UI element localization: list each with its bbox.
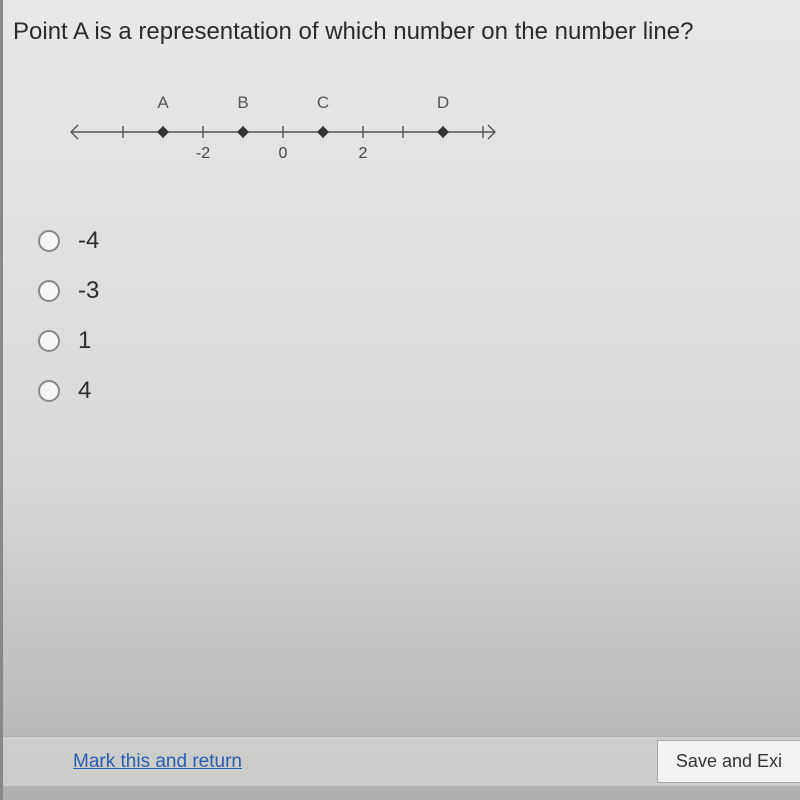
option-label: -3 <box>78 277 99 305</box>
radio-icon <box>38 330 60 352</box>
radio-icon <box>38 230 60 252</box>
quiz-screen: Point A is a representation of which num… <box>0 0 800 800</box>
option-label: 4 <box>78 377 91 405</box>
svg-text:A: A <box>157 93 169 112</box>
svg-text:B: B <box>237 93 248 112</box>
svg-text:D: D <box>437 93 449 112</box>
answer-options: -4 -3 1 4 <box>38 216 800 416</box>
radio-icon <box>38 380 60 402</box>
option-c[interactable]: 1 <box>38 316 800 366</box>
option-a[interactable]: -4 <box>38 216 800 266</box>
save-exit-button[interactable]: Save and Exi <box>657 740 800 783</box>
svg-text:-2: -2 <box>196 145 210 162</box>
option-label: 1 <box>78 327 91 355</box>
mark-return-link[interactable]: Mark this and return <box>73 751 242 773</box>
number-line: -2 0 2 A B C D <box>63 86 503 176</box>
svg-text:C: C <box>317 93 329 112</box>
svg-text:0: 0 <box>279 145 288 162</box>
option-b[interactable]: -3 <box>38 266 800 316</box>
option-d[interactable]: 4 <box>38 366 800 416</box>
svg-text:2: 2 <box>359 145 368 162</box>
option-label: -4 <box>78 227 99 255</box>
footer-bar: Mark this and return Save and Exi <box>3 736 800 786</box>
radio-icon <box>38 280 60 302</box>
number-line-svg: -2 0 2 A B C D <box>63 86 503 176</box>
question-text: Point A is a representation of which num… <box>3 0 800 46</box>
